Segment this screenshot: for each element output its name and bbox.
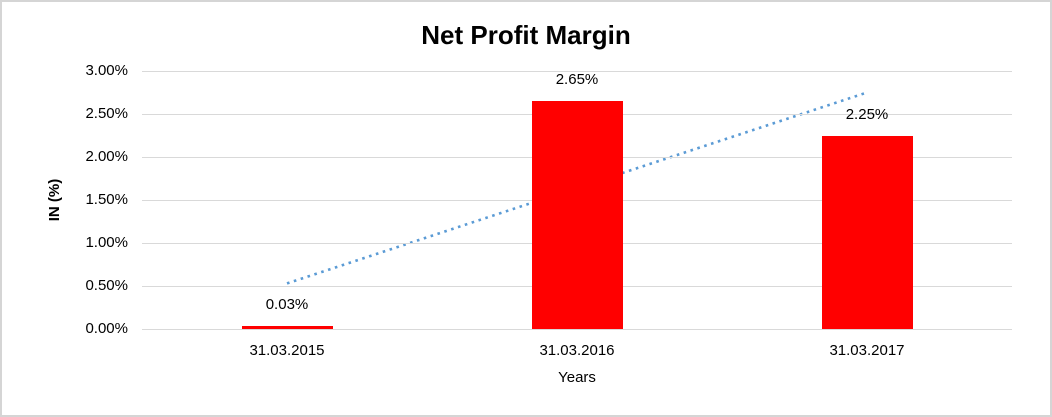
y-tick-label: 0.00% xyxy=(85,320,128,337)
chart-title: Net Profit Margin xyxy=(421,20,631,50)
y-tick-label: 1.50% xyxy=(85,191,128,208)
y-tick-label: 2.50% xyxy=(85,105,128,122)
data-label: 0.03% xyxy=(265,296,309,314)
data-label: 2.25% xyxy=(845,105,889,123)
y-tick-label: 3.00% xyxy=(85,62,128,79)
bar-31.03.2015 xyxy=(241,326,333,329)
y-tick-label: 0.50% xyxy=(85,277,128,294)
bar-31.03.2017 xyxy=(821,135,913,329)
data-label: 2.65% xyxy=(555,71,599,89)
x-tick-label: 31.03.2016 xyxy=(539,342,615,359)
y-tick-label: 2.00% xyxy=(85,148,128,165)
x-tick-label: 31.03.2015 xyxy=(249,342,325,359)
y-tick-label: 1.00% xyxy=(85,234,128,251)
x-axis-line xyxy=(142,328,1012,330)
x-tick-label: 31.03.2017 xyxy=(829,342,905,359)
x-axis-title: Years xyxy=(558,369,596,386)
gridline xyxy=(142,70,1012,72)
bar-31.03.2016 xyxy=(531,101,623,329)
